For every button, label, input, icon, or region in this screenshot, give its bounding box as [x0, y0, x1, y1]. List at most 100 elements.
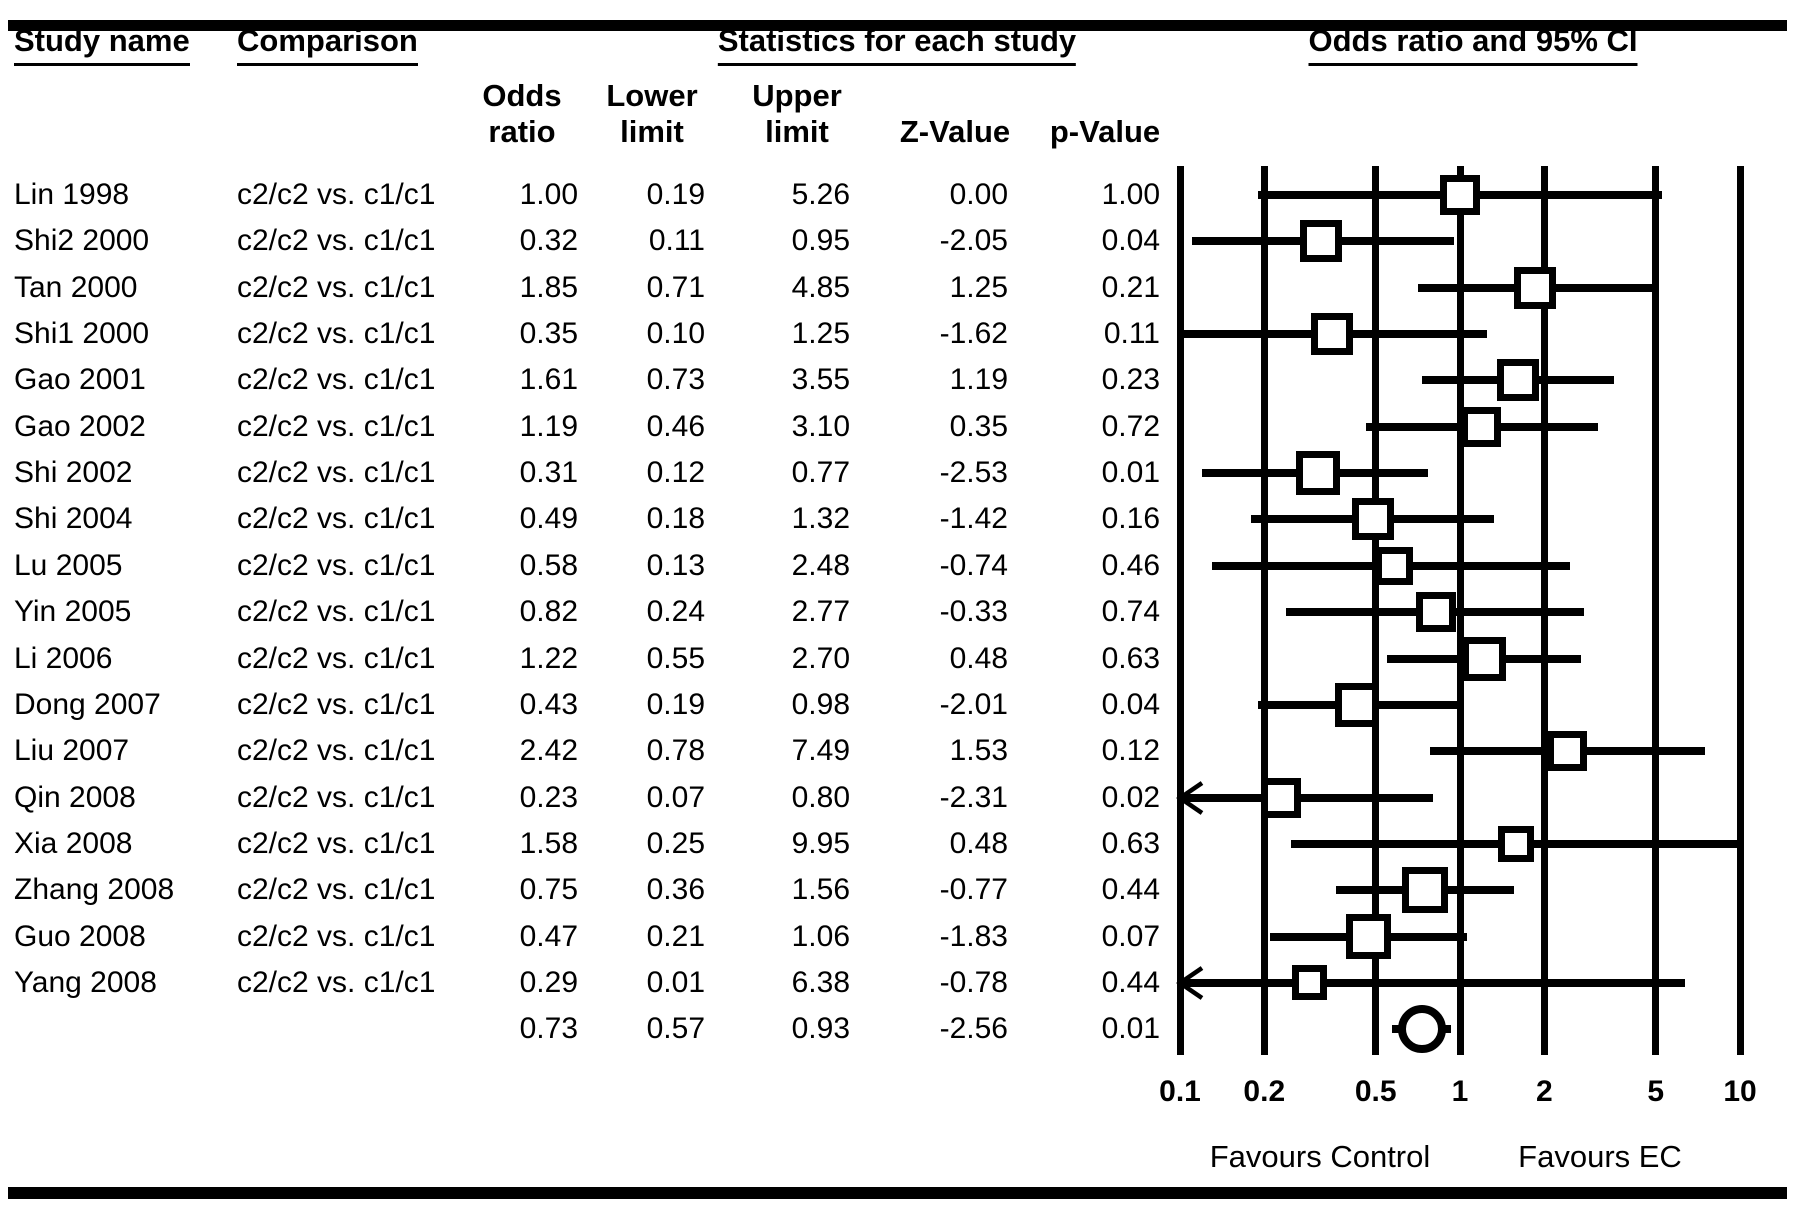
p-value: 0.44	[1101, 965, 1160, 999]
study-point-square	[1513, 266, 1556, 309]
study-point-square	[1547, 731, 1588, 772]
top-border-rule	[8, 20, 1787, 31]
study-name: Zhang 2008	[14, 873, 175, 907]
z-value: 0.35	[949, 409, 1008, 443]
p-value: 0.44	[1101, 873, 1160, 907]
odds-ratio-header-line1: Odds	[482, 78, 562, 113]
odds-ratio-value: 0.31	[519, 456, 578, 490]
odds-ratio-value: 0.58	[519, 548, 578, 582]
p-value-column-header: p-Value	[1049, 114, 1161, 149]
comparison-value: c2/c2 vs. c1/c1	[237, 965, 436, 999]
gridline-5	[1652, 166, 1660, 1055]
study-point-square	[1352, 498, 1395, 541]
z-value: -0.78	[939, 965, 1008, 999]
comparison-value: c2/c2 vs. c1/c1	[237, 641, 436, 675]
study-point-square	[1300, 220, 1343, 263]
favours-right-label: Favours EC	[1518, 1139, 1682, 1174]
p-value: 0.01	[1101, 456, 1160, 490]
z-value: -2.31	[939, 780, 1008, 814]
z-value: -0.74	[939, 548, 1008, 582]
odds-ratio-value: 0.35	[519, 317, 578, 351]
upper-limit-value: 3.55	[791, 363, 850, 397]
comparison-value: c2/c2 vs. c1/c1	[237, 409, 436, 443]
summary-lower-limit-value: 0.57	[646, 1012, 705, 1045]
lower-limit-value: 0.18	[646, 502, 705, 536]
comparison-value: c2/c2 vs. c1/c1	[237, 224, 436, 258]
study-name: Yin 2005	[14, 595, 132, 629]
p-value: 0.07	[1101, 919, 1160, 953]
p-value: 0.63	[1101, 826, 1160, 860]
upper-limit-value: 0.95	[791, 224, 850, 258]
z-value: -2.53	[939, 456, 1008, 490]
z-value: 1.25	[949, 270, 1008, 304]
upper-limit-value: 6.38	[791, 965, 850, 999]
comparison-value: c2/c2 vs. c1/c1	[237, 780, 436, 814]
upper-limit-value: 2.77	[791, 595, 850, 629]
ci-left-arrow-icon	[1176, 780, 1204, 815]
study-name: Dong 2007	[14, 687, 161, 721]
upper-limit-value: 1.56	[791, 873, 850, 907]
odds-ratio-value: 0.43	[519, 687, 578, 721]
z-value: -1.62	[939, 317, 1008, 351]
p-value: 0.74	[1101, 595, 1160, 629]
comparison-value: c2/c2 vs. c1/c1	[237, 826, 436, 860]
upper-limit-value: 1.32	[791, 502, 850, 536]
upper-limit-value: 1.25	[791, 317, 850, 351]
comparison-value: c2/c2 vs. c1/c1	[237, 317, 436, 351]
comparison-value: c2/c2 vs. c1/c1	[237, 178, 436, 211]
odds-ratio-value: 0.75	[519, 873, 578, 907]
study-name: Shi1 2000	[14, 317, 150, 351]
upper-limit-value: 2.70	[791, 641, 850, 675]
odds-ratio-value: 0.49	[519, 502, 578, 536]
study-name: Lin 1998	[14, 178, 130, 211]
comparison-value: c2/c2 vs. c1/c1	[237, 456, 436, 490]
summary-odds-ratio-value: 0.73	[519, 1012, 578, 1045]
p-value: 0.21	[1101, 270, 1160, 304]
study-point-square	[1374, 546, 1413, 585]
study-name: Li 2006	[14, 641, 113, 675]
z-value-column-header: Z-Value	[899, 114, 1011, 149]
lower-limit-value: 0.21	[646, 919, 705, 953]
bottom-border-rule	[8, 1187, 1787, 1199]
study-point-square	[1415, 592, 1456, 633]
z-value: -1.42	[939, 502, 1008, 536]
lower-limit-value: 0.10	[646, 317, 705, 351]
lower-limit-value: 0.25	[646, 826, 705, 860]
gridline-0.1	[1176, 166, 1184, 1055]
lower-limit-value: 0.73	[646, 363, 705, 397]
comparison-value: c2/c2 vs. c1/c1	[237, 595, 436, 629]
lower-limit-value: 0.13	[646, 548, 705, 582]
lower-limit-column-header: Lower limit	[606, 78, 697, 150]
summary-upper-limit-value: 0.93	[791, 1012, 850, 1045]
upper-limit-value: 0.77	[791, 456, 850, 490]
p-value: 0.63	[1101, 641, 1160, 675]
x-tick-label-0.1: 0.1	[1159, 1075, 1201, 1108]
study-point-square	[1345, 914, 1391, 960]
study-name: Gao 2001	[14, 363, 146, 397]
comparison-value: c2/c2 vs. c1/c1	[237, 873, 436, 907]
study-name: Qin 2008	[14, 780, 136, 814]
z-value: -0.77	[939, 873, 1008, 907]
ci-left-arrow-icon	[1176, 966, 1204, 1000]
x-tick-label-0.5: 0.5	[1354, 1075, 1397, 1108]
odds-ratio-ci-header: Odds ratio and 95% CI	[1308, 24, 1638, 66]
study-point-square	[1462, 636, 1507, 681]
study-point-square	[1497, 825, 1534, 862]
study-name: Yang 2008	[14, 965, 157, 999]
study-name: Shi 2004	[14, 502, 133, 536]
p-value: 0.02	[1101, 780, 1160, 814]
p-value: 1.00	[1101, 178, 1160, 211]
upper-limit-header-line1: Upper	[752, 78, 842, 113]
lower-limit-value: 0.19	[646, 178, 705, 211]
summary-point-circle	[1397, 1005, 1446, 1053]
upper-limit-value: 2.48	[791, 548, 850, 582]
lower-limit-value: 0.78	[646, 734, 705, 768]
study-name: Shi2 2000	[14, 224, 150, 258]
study-name: Lu 2005	[14, 548, 123, 582]
lower-limit-value: 0.46	[646, 409, 705, 443]
upper-limit-header-line2: limit	[765, 114, 829, 149]
comparison-value: c2/c2 vs. c1/c1	[237, 687, 436, 721]
p-value: 0.46	[1101, 548, 1160, 582]
lower-limit-value: 0.55	[646, 641, 705, 675]
